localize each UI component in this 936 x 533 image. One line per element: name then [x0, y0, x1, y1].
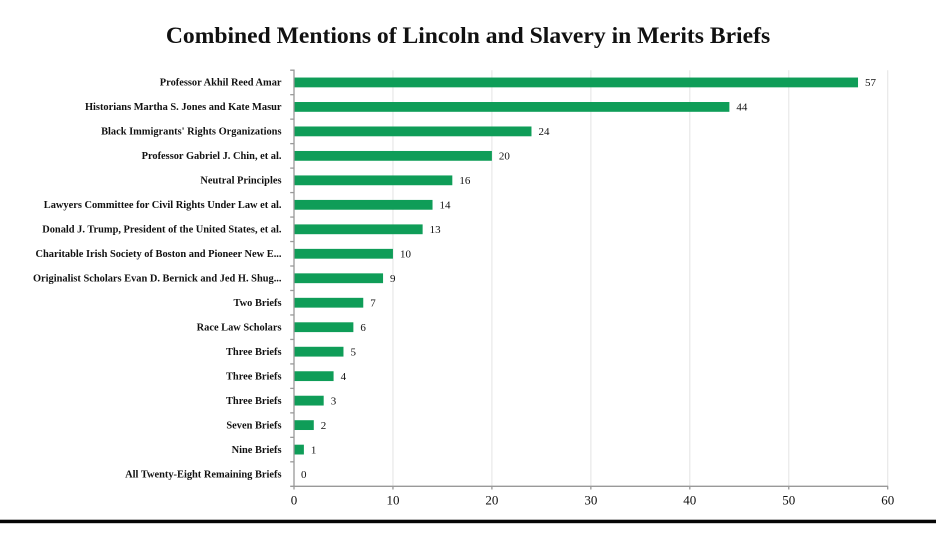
- svg-text:16: 16: [459, 175, 471, 187]
- svg-text:Three Briefs: Three Briefs: [226, 347, 282, 358]
- svg-text:44: 44: [736, 102, 748, 114]
- svg-text:Neutral Principles: Neutral Principles: [200, 176, 281, 187]
- svg-text:Historians Martha S. Jones and: Historians Martha S. Jones and Kate Masu…: [85, 102, 282, 113]
- svg-text:20: 20: [499, 151, 511, 163]
- svg-text:Lawyers Committee for Civil Ri: Lawyers Committee for Civil Rights Under…: [44, 200, 282, 211]
- svg-text:Donald J. Trump, President of: Donald J. Trump, President of the United…: [42, 225, 282, 236]
- svg-text:5: 5: [350, 346, 356, 358]
- svg-text:50: 50: [782, 493, 795, 508]
- svg-text:0: 0: [291, 493, 298, 508]
- svg-text:6: 6: [360, 322, 366, 334]
- svg-text:10: 10: [400, 248, 412, 260]
- svg-text:Originalist Scholars Evan D. B: Originalist Scholars Evan D. Bernick and…: [33, 274, 282, 285]
- svg-text:0: 0: [301, 469, 307, 481]
- svg-text:Professor Gabriel J. Chin, et: Professor Gabriel J. Chin, et al.: [142, 151, 282, 162]
- svg-text:10: 10: [386, 493, 399, 508]
- svg-text:14: 14: [440, 200, 452, 212]
- svg-text:4: 4: [341, 371, 347, 383]
- svg-text:40: 40: [683, 493, 696, 508]
- svg-text:30: 30: [584, 493, 597, 508]
- svg-text:Two Briefs: Two Briefs: [233, 298, 281, 309]
- svg-text:20: 20: [485, 493, 498, 508]
- svg-text:Nine Briefs: Nine Briefs: [232, 445, 282, 456]
- svg-text:Three Briefs: Three Briefs: [226, 371, 282, 382]
- svg-text:57: 57: [865, 77, 877, 89]
- svg-text:Professor Akhil Reed Amar: Professor Akhil Reed Amar: [160, 78, 282, 89]
- svg-text:Charitable Irish Society of Bo: Charitable Irish Society of Boston and P…: [35, 249, 281, 260]
- svg-text:7: 7: [370, 297, 376, 309]
- svg-text:9: 9: [390, 273, 396, 285]
- svg-text:All Twenty-Eight Remaining Bri: All Twenty-Eight Remaining Briefs: [125, 469, 281, 480]
- svg-text:2: 2: [321, 420, 327, 432]
- svg-text:1: 1: [311, 444, 317, 456]
- svg-text:Race Law Scholars: Race Law Scholars: [197, 323, 282, 334]
- svg-text:Three Briefs: Three Briefs: [226, 396, 282, 407]
- svg-text:13: 13: [430, 224, 442, 236]
- svg-text:24: 24: [538, 126, 550, 138]
- svg-text:3: 3: [331, 395, 337, 407]
- svg-text:Combined Mentions of Lincoln a: Combined Mentions of Lincoln and Slavery…: [166, 23, 770, 49]
- svg-text:60: 60: [881, 493, 894, 508]
- svg-text:Seven Briefs: Seven Briefs: [226, 420, 281, 431]
- svg-text:Black Immigrants' Rights Organ: Black Immigrants' Rights Organizations: [101, 127, 281, 138]
